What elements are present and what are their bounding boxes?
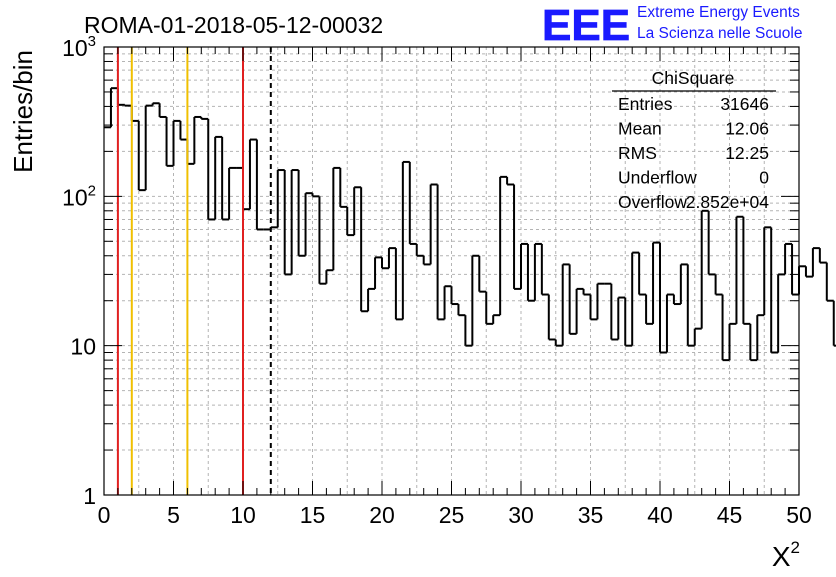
x-tick-label: 15: [300, 502, 326, 528]
x-tick-label: 50: [786, 502, 812, 528]
chart-title: ROMA-01-2018-05-12-00032: [84, 12, 383, 38]
x-tick-label: 45: [717, 502, 743, 528]
x-tick-label: 5: [167, 502, 180, 528]
x-axis-label: X2: [772, 538, 800, 572]
x-tick-label: 25: [439, 502, 465, 528]
x-tick-label: 10: [230, 502, 256, 528]
y-tick-exponent: 3: [88, 33, 96, 50]
stats-value: 12.25: [725, 143, 769, 163]
stats-label: RMS: [618, 143, 657, 163]
stats-box: ChiSquare Entries 31646 Mean 12.06 RMS 12.25 U…: [612, 68, 776, 212]
y-tick-base: 10: [62, 35, 88, 61]
stats-label: Underflow: [618, 168, 697, 188]
stats-rows: Entries 31646 Mean 12.06 RMS 12.25 Underflow 0 O…: [618, 94, 769, 212]
y-tick-label: 10: [70, 334, 96, 360]
eee-logo: EEE Extreme Energy Events La Scienza nel…: [542, 1, 803, 51]
axis-ticks: [103, 46, 800, 496]
x-tick-labels: 0 5 10 15 20 25 30 35 40 45 50: [98, 502, 812, 528]
x-tick-label: 30: [508, 502, 534, 528]
y-tick-label: 1: [83, 483, 96, 509]
stats-label: Entries: [618, 94, 673, 114]
stats-value: 12.06: [725, 119, 769, 139]
cut-lines: [116, 47, 272, 495]
stats-value: 2.852e+04: [686, 192, 769, 212]
y-tick-exponent: 2: [88, 182, 96, 199]
grid: [104, 47, 799, 495]
histogram-bins: [104, 87, 836, 362]
x-tick-label: 40: [647, 502, 673, 528]
y-tick-label: 103: [62, 33, 96, 61]
stats-value: 0: [759, 168, 769, 188]
x-tick-label: 20: [369, 502, 395, 528]
x-axis-label-base: X: [772, 541, 791, 572]
x-tick-label: 35: [578, 502, 604, 528]
stats-label: Overflow: [618, 192, 687, 212]
y-tick-base: 1: [83, 483, 96, 509]
stats-title: ChiSquare: [652, 68, 735, 88]
logo-line2: La Scienza nelle Scuole: [637, 25, 802, 42]
x-axis-label-exp: 2: [791, 538, 800, 557]
x-tick-label: 0: [98, 502, 111, 528]
logo-mark: EEE: [542, 1, 630, 50]
stats-value: 31646: [720, 94, 769, 114]
y-axis-label: Entries/bin: [8, 50, 38, 173]
stats-label: Mean: [618, 119, 662, 139]
y-tick-base: 10: [70, 334, 96, 360]
y-tick-base: 10: [62, 184, 88, 210]
y-tick-label: 102: [62, 182, 96, 210]
logo-line1: Extreme Energy Events: [637, 4, 800, 21]
